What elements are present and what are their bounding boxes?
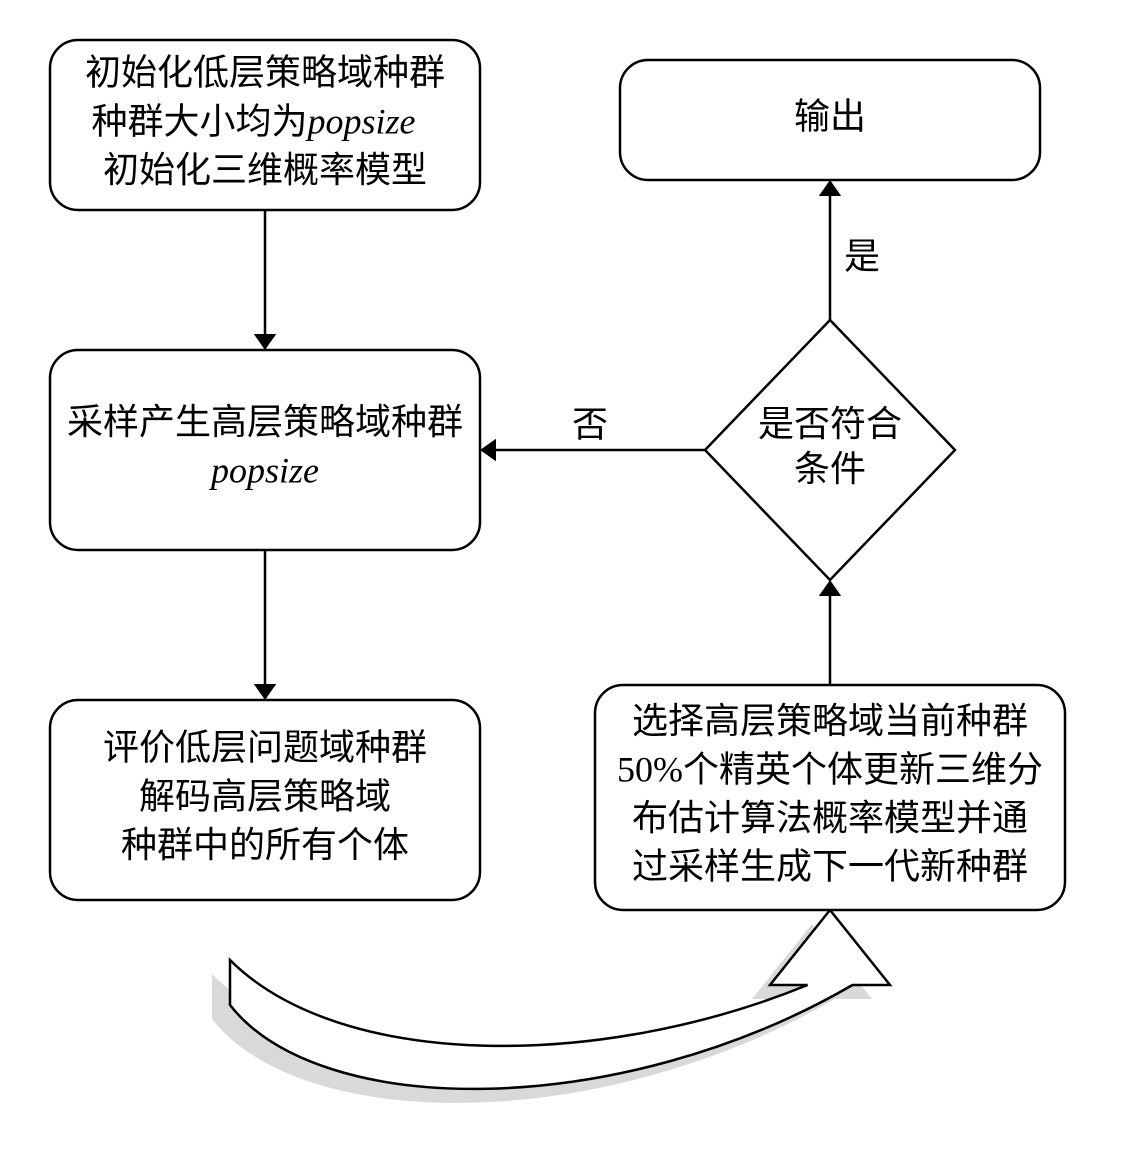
edge-label: 是 (844, 236, 880, 276)
arrowhead (819, 180, 841, 196)
node-text: popsize (304, 101, 415, 141)
node-text: 输出 (794, 96, 866, 136)
node-text: 种群中的所有个体 (121, 825, 409, 865)
node-text: 过采样生成下一代新种群 (632, 847, 1028, 887)
node-text: 50%个精英个体更新三维分 (617, 749, 1043, 789)
node-text: 条件 (794, 449, 866, 489)
node-text: 是否符合 (758, 404, 902, 444)
node-text: 种群大小均为 (91, 101, 307, 141)
arrowhead (480, 439, 496, 461)
node-text: 评价低层问题域种群 (103, 728, 427, 768)
big-curved-arrow (230, 910, 890, 1089)
node-text: 初始化低层策略域种群 (85, 53, 445, 93)
arrowhead (254, 684, 276, 700)
node-text: 采样产生高层策略域种群 (67, 402, 463, 442)
node-text: 选择高层策略域当前种群 (632, 701, 1028, 741)
edge-label: 否 (572, 404, 608, 444)
node-text: 布估计算法概率模型并通 (632, 798, 1028, 838)
node-text: 初始化三维概率模型 (103, 150, 427, 190)
arrowhead (819, 580, 841, 596)
node-text: popsize (208, 451, 319, 491)
arrowhead (254, 334, 276, 350)
node-text: 解码高层策略域 (139, 776, 391, 816)
